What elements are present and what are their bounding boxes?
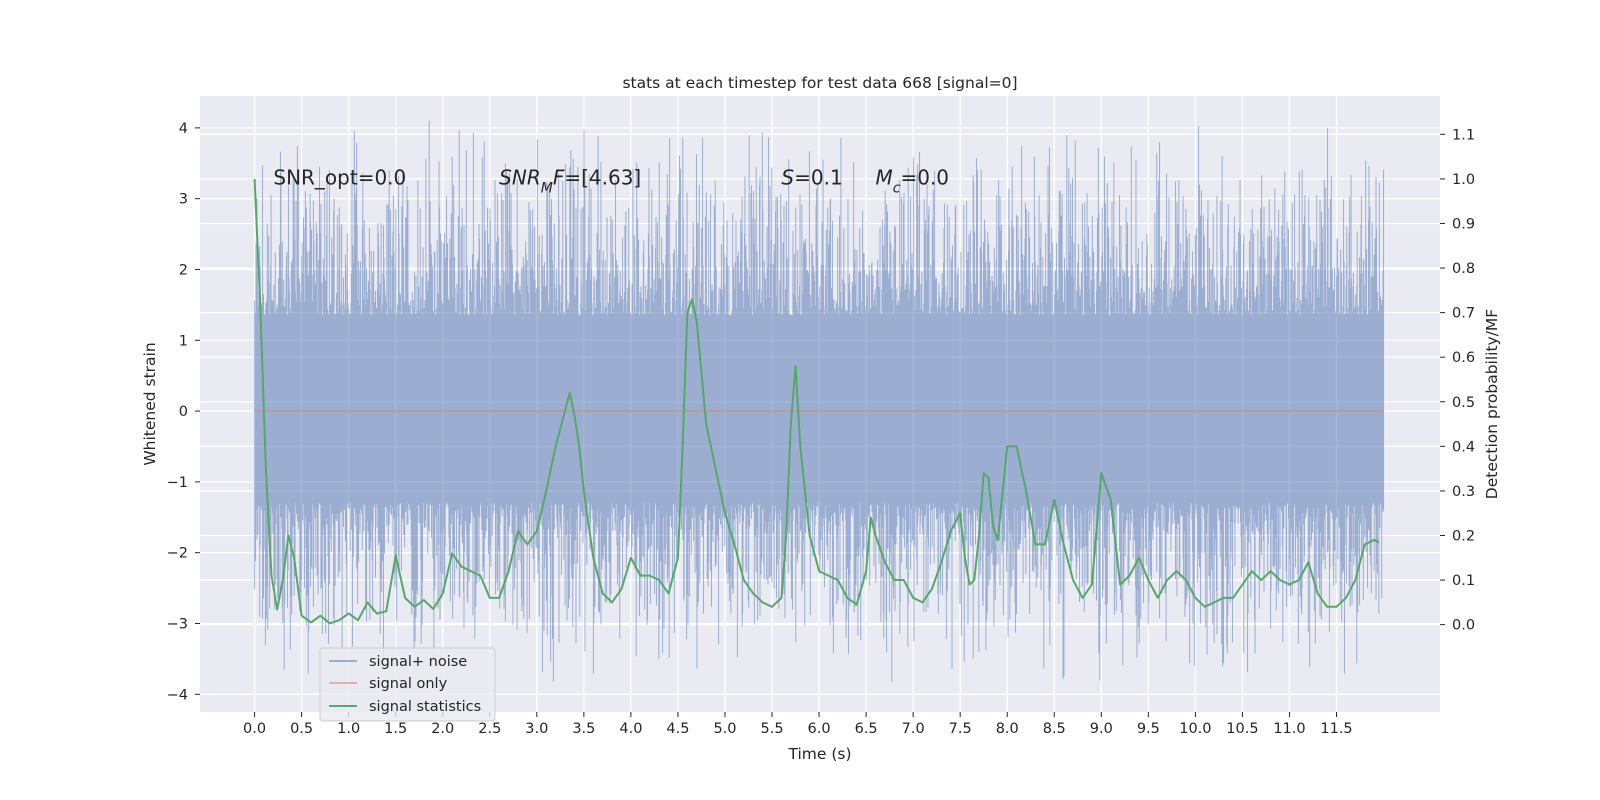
x-tick-label: 6.5: [855, 721, 878, 737]
y-axis-right: 0.0 0.1 0.2 0.3 0.4 0.5 0.6 0.7 0.8 0.9 1.0 1.1: [1440, 127, 1475, 634]
x-tick-label: 10.0: [1179, 721, 1211, 737]
y-right-tick-label: 0.7: [1452, 306, 1475, 322]
y-axis-label: Whitened strain: [141, 342, 159, 465]
y-tick-label: 3: [179, 192, 188, 208]
x-tick-label: 10.5: [1226, 721, 1258, 737]
annotation-1: SNRMF=[4.63]: [499, 165, 641, 196]
y-axis-right-label: Detection probability/MF: [1483, 309, 1501, 500]
x-tick-label: 5.0: [713, 721, 736, 737]
legend-label-noise: signal+ noise: [369, 654, 467, 670]
x-tick-label: 4.0: [619, 721, 642, 737]
x-tick-label: 0.5: [290, 721, 313, 737]
x-tick-label: 8.5: [1043, 721, 1066, 737]
annotation-3: Mc=0.0: [876, 165, 950, 196]
chart-title: stats at each timestep for test data 668…: [622, 74, 1017, 92]
x-tick-label: 5.5: [760, 721, 783, 737]
y-right-tick-label: 1.1: [1452, 127, 1475, 143]
x-tick-label: 11.0: [1273, 721, 1305, 737]
x-tick-label: 1.0: [337, 721, 360, 737]
y-right-tick-label: 0.2: [1452, 528, 1475, 544]
series-layer: [253, 121, 1385, 683]
y-right-tick-label: 0.1: [1452, 573, 1475, 589]
y-tick-label: 0: [179, 404, 188, 420]
y-tick-label: 2: [179, 262, 188, 278]
y-tick-label: −4: [167, 687, 188, 703]
series-signal-statistics: [253, 178, 1380, 625]
x-tick-label: 0.0: [243, 721, 266, 737]
y-axis-left: −4 −3 −2 −1 0 1 2 3 4: [167, 121, 200, 703]
x-tick-label: 1.5: [384, 721, 407, 737]
annotation-0: SNR_opt=0.0: [273, 165, 406, 189]
y-right-tick-label: 0.6: [1452, 350, 1475, 366]
y-tick-label: −2: [167, 546, 188, 562]
y-tick-label: 4: [179, 121, 188, 137]
x-tick-label: 6.0: [808, 721, 831, 737]
y-right-tick-label: 1.0: [1452, 172, 1475, 188]
x-tick-label: 3.5: [572, 721, 595, 737]
legend: signal+ noise signal only signal statist…: [319, 647, 496, 722]
annotation-2: S=0.1: [781, 165, 842, 189]
x-axis: 0.0 0.5 1.0 1.5 2.0 2.5 3.0 3.5 4.0 4.5 5.0 5.5 6.0 6…: [243, 712, 1353, 737]
legend-label-stats: signal statistics: [369, 699, 481, 715]
legend-label-signal: signal only: [369, 676, 448, 692]
x-tick-label: 3.0: [525, 721, 548, 737]
legend-box: [319, 647, 496, 722]
x-axis-label: Time (s): [787, 745, 851, 763]
x-tick-label: 7.0: [902, 721, 925, 737]
annotations: SNR_opt=0.0 SNRMF=[4.63] S=0.1 Mc=0.0: [273, 165, 949, 196]
x-tick-label: 11.5: [1320, 721, 1352, 737]
y-right-tick-label: 0.0: [1452, 618, 1475, 634]
y-right-tick-label: 0.9: [1452, 216, 1475, 232]
y-right-tick-label: 0.3: [1452, 484, 1475, 500]
x-tick-label: 9.5: [1137, 721, 1160, 737]
x-tick-label: 8.0: [996, 721, 1019, 737]
y-right-tick-label: 0.8: [1452, 261, 1475, 277]
x-tick-label: 2.5: [478, 721, 501, 737]
y-tick-label: −1: [167, 475, 188, 491]
y-tick-label: −3: [167, 616, 188, 632]
y-right-tick-label: 0.4: [1452, 439, 1475, 455]
x-tick-label: 4.5: [666, 721, 689, 737]
x-tick-label: 7.5: [949, 721, 972, 737]
x-tick-label: 2.0: [431, 721, 454, 737]
x-tick-label: 9.0: [1090, 721, 1113, 737]
y-right-tick-label: 0.5: [1452, 395, 1475, 411]
y-tick-label: 1: [179, 333, 188, 349]
